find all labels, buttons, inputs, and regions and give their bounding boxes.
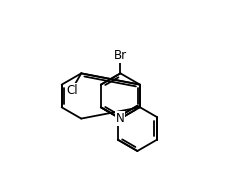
Text: N: N: [116, 112, 124, 125]
Text: Br: Br: [114, 49, 126, 62]
Text: Cl: Cl: [66, 84, 78, 97]
